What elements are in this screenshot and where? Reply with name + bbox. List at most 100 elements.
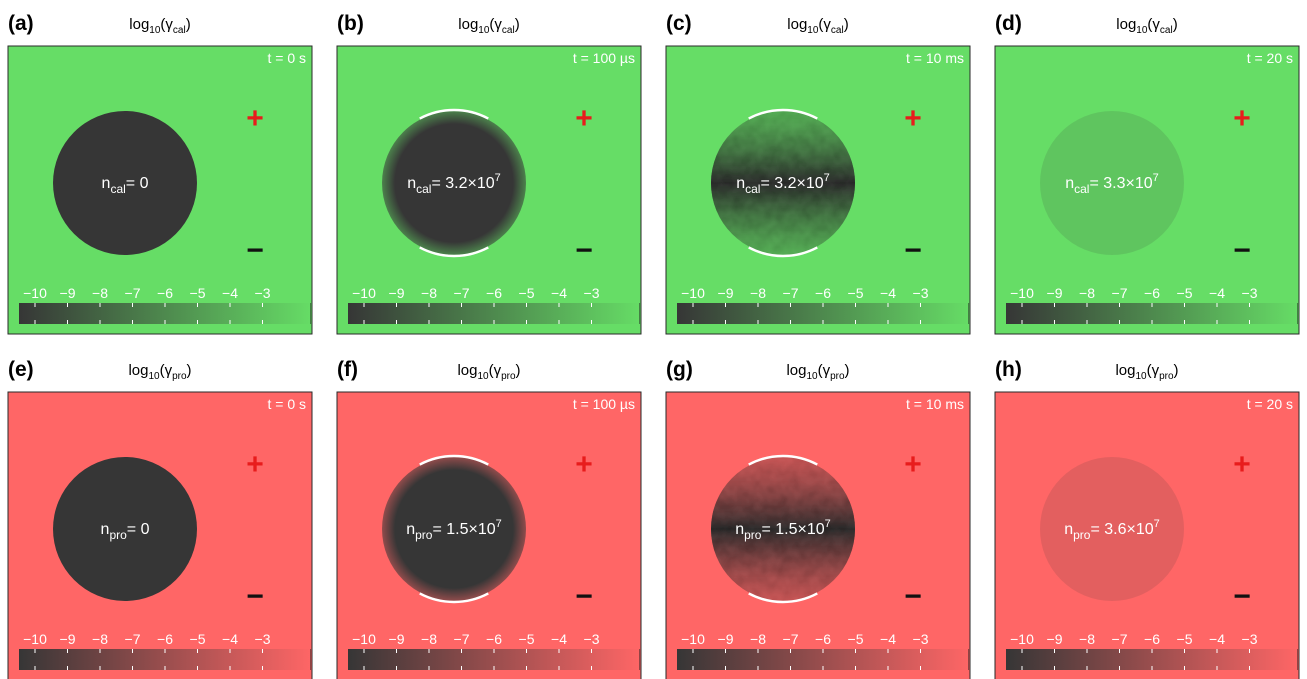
colorbar-tick-label: −10 [352,631,376,647]
panel-h: (h) log10(γpro) t = 20 s + − npro= 3.6×107 −10… [994,358,1300,679]
colorbar-tick-label: −6 [815,631,831,647]
colorbar-tick-label: −4 [880,285,896,301]
colorbar-tick-label: −4 [1209,631,1225,647]
colorbar [1006,649,1299,670]
panel-label: (g) [666,358,693,381]
colorbar-tick-label: −7 [454,285,470,301]
field-background [994,391,1300,679]
colorbar [348,649,641,670]
minus-electrode-icon: − [575,580,593,613]
minus-electrode-icon: − [1233,234,1251,267]
count-label: npro= 1.5×107 [735,518,831,542]
panel-a: (a) log10(γcal)t = 0 s+−ncal= 0−10 −9 −8 −7−… [7,12,313,335]
panel-label: (d) [995,12,1022,35]
colorbar-tick-label: −8 [92,631,108,647]
colorbar-tick-label: −5 [1177,631,1193,647]
colorbar-tick-label: −3 [1242,631,1258,647]
time-label: t = 100 µs [573,50,635,66]
cell-circle [711,111,855,255]
colorbar-tick-label: −5 [519,285,535,301]
colorbar-tick-label: −4 [222,631,238,647]
colorbar-tick-label: −8 [1079,631,1095,647]
pore-arc-top [419,108,489,120]
colorbar-tick-label: −8 [421,631,437,647]
colorbar-tick-label: −8 [92,285,108,301]
colorbar-tick-label: −7 [454,631,470,647]
colorbar-tick-label: −9 [1047,631,1063,647]
colorbar-tick-label: −9 [60,631,76,647]
colorbar-tick-label: −6 [1144,631,1160,647]
time-label: t = 10 ms [906,396,964,412]
colorbar-tick-label: −3 [913,285,929,301]
plus-electrode-icon: + [1233,448,1251,481]
cell-circle [382,111,526,255]
count-label: npro= 0 [101,521,150,542]
cell-circle [711,457,855,601]
colorbar [348,303,641,324]
colorbar [1006,303,1299,324]
plus-electrode-icon: + [1233,102,1251,135]
panel-b: (b) log10(γcal) t = 100 µs + − ncal= 3.2×107 −… [336,12,642,335]
count-label: ncal= 0 [102,175,149,196]
colorbar-tick-label: −9 [718,285,734,301]
time-label: t = 0 s [267,50,306,66]
panel-title: log10(γpro) [128,362,191,382]
count-label: ncal= 3.2×107 [407,172,501,196]
plus-electrode-icon: + [246,102,264,135]
panel-g: (g) log10(γpro) t = 10 ms + − npro= 1.5×107 −1… [665,358,971,679]
colorbar-tick-label: −3 [584,285,600,301]
field-background [994,45,1300,335]
pore-arc-bottom [748,246,818,258]
colorbar-tick-label: −10 [23,631,47,647]
panel-label: (h) [995,358,1022,381]
panel-f: (f) log10(γpro) t = 100 µs + − npro= 1.5×107 −… [336,358,642,679]
time-label: t = 20 s [1247,396,1293,412]
panel-label: (b) [337,12,364,35]
count-label: npro= 1.5×107 [406,518,502,542]
colorbar-tick-label: −9 [60,285,76,301]
colorbar-tick-label: −8 [1079,285,1095,301]
panel-title: log10(γpro) [1115,362,1178,382]
colorbar-tick-label: −6 [157,285,173,301]
colorbar-tick-label: −3 [913,631,929,647]
panel-e: (e) log10(γpro)t = 0 s+−npro= 0−10 −9 −8 −7−… [7,358,313,679]
panel-title: log10(γpro) [786,362,849,382]
colorbar-tick-label: −10 [1010,285,1034,301]
panel-title: log10(γcal) [129,16,190,36]
colorbar-tick-label: −5 [848,285,864,301]
colorbar-tick-label: −8 [421,285,437,301]
colorbar-tick-label: −3 [255,285,271,301]
colorbar-tick-label: −3 [255,631,271,647]
time-label: t = 0 s [267,396,306,412]
plus-electrode-icon: + [575,448,593,481]
colorbar-tick-label: −5 [190,631,206,647]
colorbar-tick-label: −6 [486,285,502,301]
panel-title: log10(γcal) [1116,16,1177,36]
pore-arc-bottom [748,592,818,604]
colorbar-tick-label: −10 [1010,631,1034,647]
colorbar [677,303,970,324]
count-label: ncal= 3.3×107 [1065,172,1159,196]
plus-electrode-icon: + [904,102,922,135]
colorbar-tick-label: −5 [848,631,864,647]
colorbar-tick-label: −6 [815,285,831,301]
minus-electrode-icon: − [575,234,593,267]
time-label: t = 20 s [1247,50,1293,66]
minus-electrode-icon: − [904,234,922,267]
colorbar-tick-label: −7 [783,631,799,647]
colorbar-tick-label: −9 [389,631,405,647]
pore-arc-top [748,108,818,120]
colorbar-tick-label: −3 [584,631,600,647]
colorbar-tick-label: −4 [1209,285,1225,301]
minus-electrode-icon: − [1233,580,1251,613]
pore-arc-bottom [419,592,489,604]
colorbar-tick-label: −9 [389,285,405,301]
cell-circle [53,111,197,255]
panel-d: (d) log10(γcal) t = 20 s + − ncal= 3.3×107 −10… [994,12,1300,335]
colorbar-tick-label: −9 [718,631,734,647]
colorbar-tick-label: −6 [1144,285,1160,301]
colorbar-tick-label: −7 [783,285,799,301]
pore-arc-top [419,454,489,466]
time-label: t = 100 µs [573,396,635,412]
panel-label: (c) [666,12,692,35]
